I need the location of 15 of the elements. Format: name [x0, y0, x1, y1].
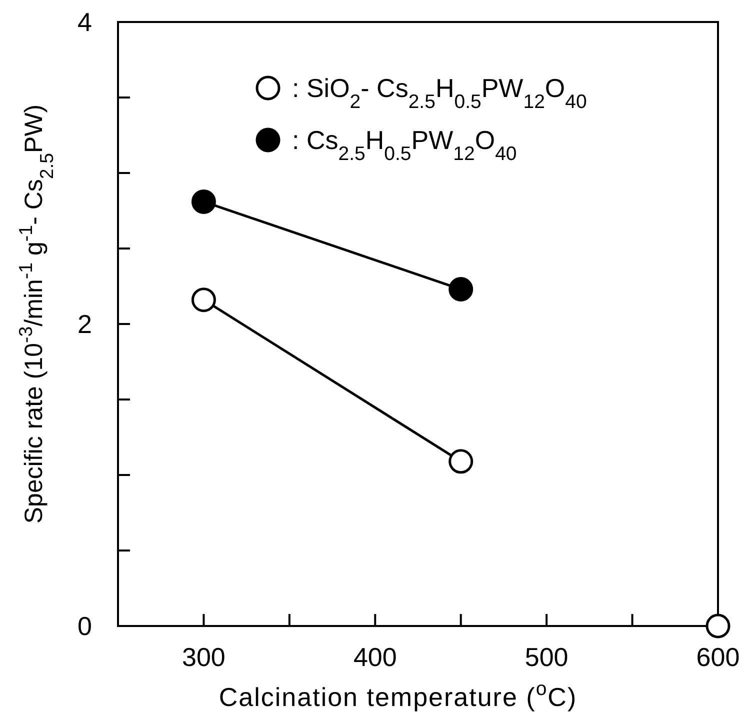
point: [706, 614, 730, 638]
y-tick-label: 4: [78, 7, 92, 37]
x-tick-label: 300: [182, 642, 226, 672]
x-tick-label: 500: [524, 642, 568, 672]
text: : SiO$_{2}$- Cs$_{2.5}$H$_{0.5}$PW$_{12}$O$_{40}$: [292, 73, 587, 113]
y-tick-label: 0: [78, 611, 92, 641]
x-tick-label: 600: [696, 642, 740, 672]
point: [448, 449, 474, 474]
x-tick-label: 400: [353, 642, 397, 672]
y-tick-label: 2: [78, 309, 92, 339]
x-axis-title: Calcination temperature ($^{o}$C): [218, 678, 578, 712]
point: [191, 189, 216, 214]
legend-label: : Cs$_{2.5}$H$_{0.5}$PW$_{12}$O$_{40}$: [292, 125, 517, 165]
point: [191, 288, 216, 312]
point: [448, 277, 474, 302]
